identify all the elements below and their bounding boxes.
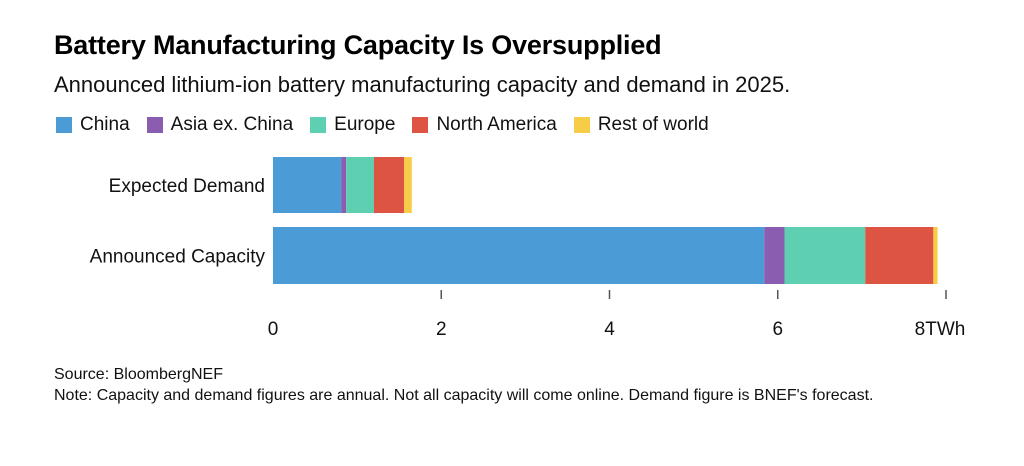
x-axis: 0 2 4 6 8TWh <box>268 290 966 340</box>
bars <box>273 157 938 284</box>
bar-expected-demand-asia-ex-china <box>341 157 347 213</box>
x-tick-label-6: 6 <box>772 319 783 340</box>
bar-announced-capacity-europe <box>784 227 866 284</box>
category-labels: Expected Demand Announced Capacity <box>90 176 266 268</box>
bar-announced-capacity-china <box>273 227 765 284</box>
x-tick-label-8: 8TWh <box>915 319 966 340</box>
bar-expected-demand-north-america <box>373 157 405 213</box>
legend-label-asia-ex-china: Asia ex. China <box>170 114 294 135</box>
x-tick-label-2: 2 <box>436 319 447 340</box>
legend-item-europe: Europe <box>310 114 395 136</box>
legend-swatch-europe <box>310 117 327 133</box>
legend-label-china: China <box>80 114 130 135</box>
footer: Source: BloombergNEF Note: Capacity and … <box>54 364 954 406</box>
bar-announced-capacity-asia-ex-china <box>764 227 785 284</box>
category-label-expected-demand: Expected Demand <box>109 176 265 197</box>
bar-expected-demand-rest-of-world <box>404 157 412 213</box>
source-text: Source: BloombergNEF <box>54 366 223 383</box>
legend-swatch-north-america <box>412 117 429 133</box>
bar-expected-demand-china <box>273 157 342 213</box>
x-tick-label-0: 0 <box>268 319 279 340</box>
legend-label-rest-of-world: Rest of world <box>597 114 709 135</box>
legend-swatch-asia-ex-china <box>146 117 163 133</box>
note-text: Note: Capacity and demand figures are an… <box>54 387 874 404</box>
legend-item-rest-of-world: Rest of world <box>573 114 709 136</box>
legend: China Asia ex. China Europe North Americ… <box>56 114 726 136</box>
legend-swatch-rest-of-world <box>573 117 590 133</box>
bar-expected-demand-europe <box>346 157 374 213</box>
legend-label-europe: Europe <box>334 114 396 135</box>
legend-item-north-america: North America <box>412 114 557 136</box>
legend-swatch-china <box>56 117 72 133</box>
legend-item-asia-ex-china: Asia ex. China <box>146 114 294 136</box>
legend-label-north-america: North America <box>436 114 557 135</box>
legend-item-china: China <box>56 114 130 136</box>
x-tick-label-4: 4 <box>604 319 615 340</box>
chart-subtitle: Announced lithium-ion battery manufactur… <box>54 72 791 97</box>
chart-title: Battery Manufacturing Capacity Is Oversu… <box>54 30 662 60</box>
category-label-announced-capacity: Announced Capacity <box>90 247 266 268</box>
bar-announced-capacity-north-america <box>865 227 934 284</box>
bar-announced-capacity-rest-of-world <box>933 227 938 284</box>
